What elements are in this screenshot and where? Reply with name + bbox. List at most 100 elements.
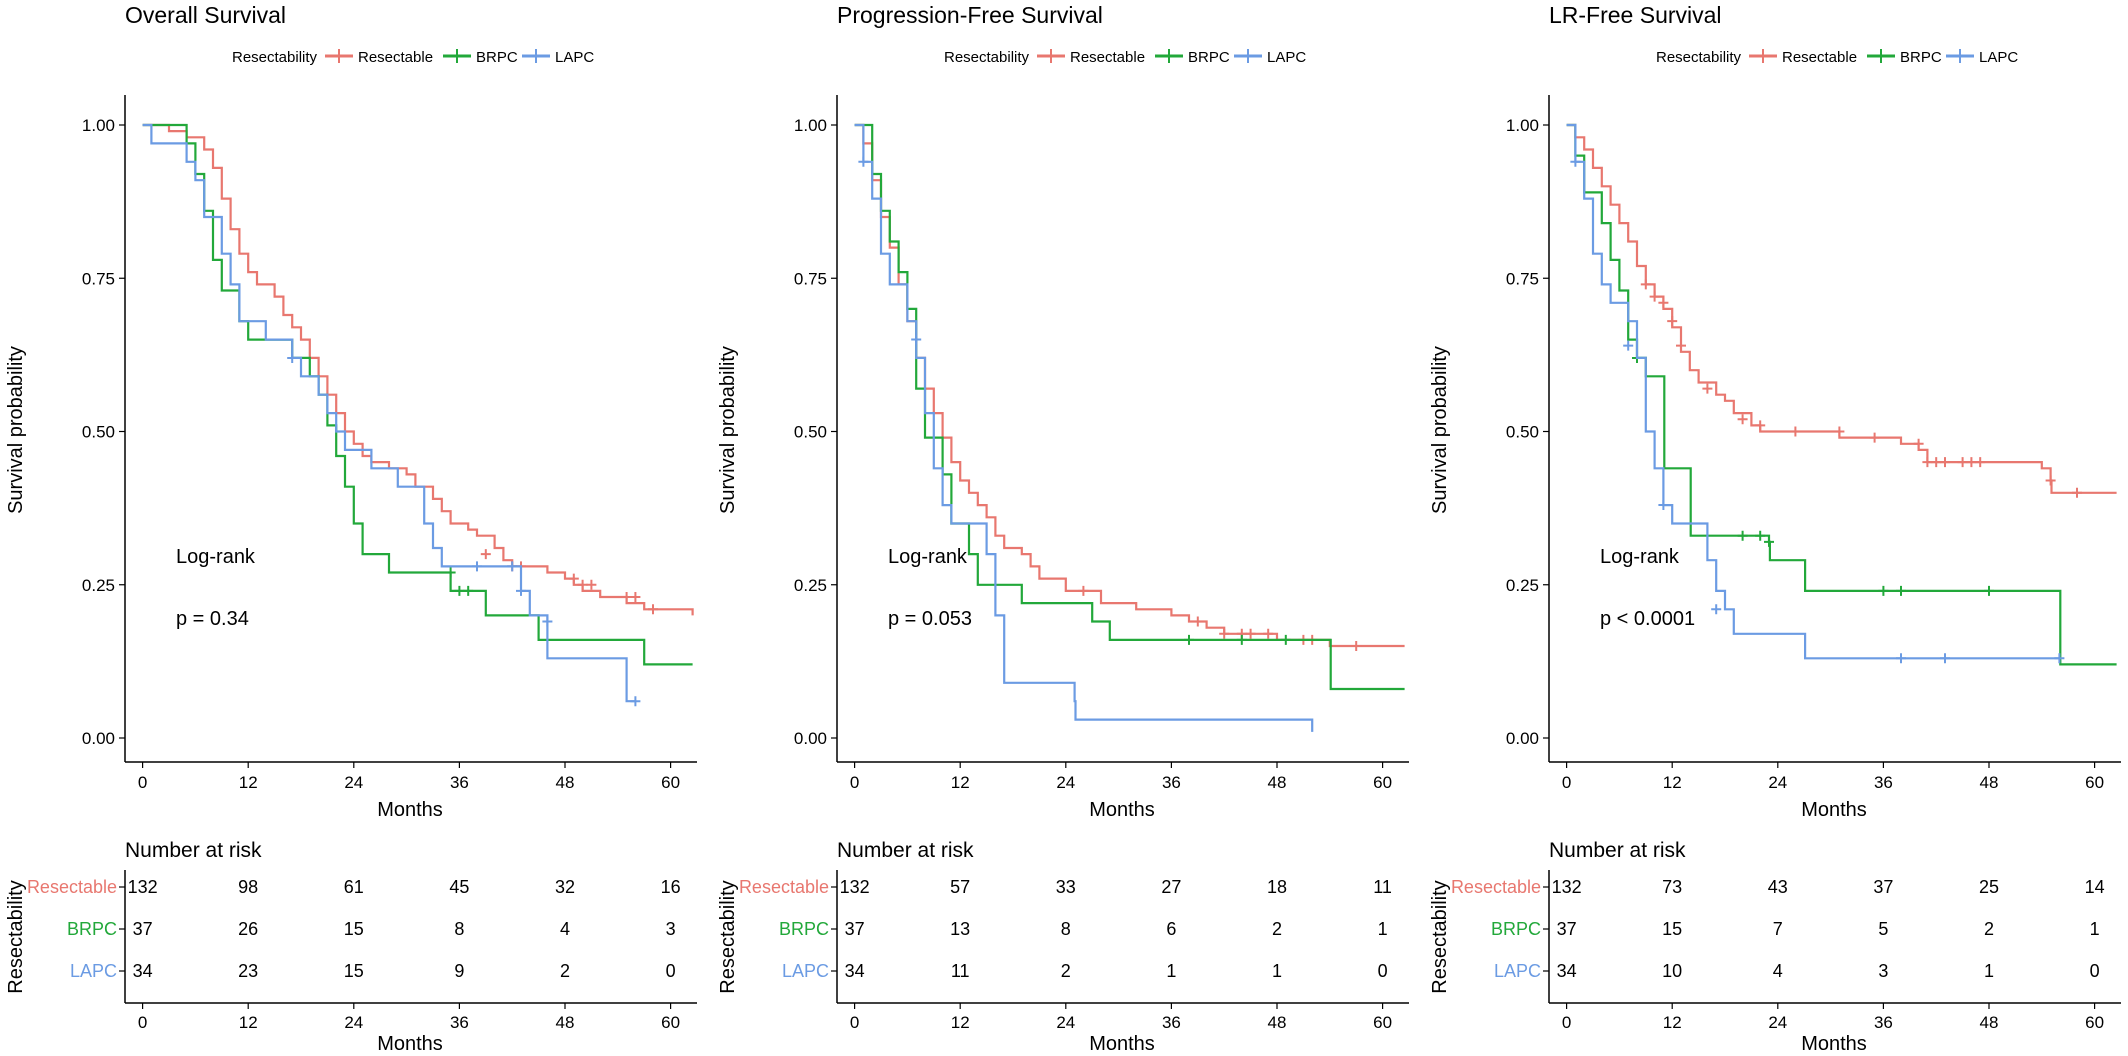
censor-mark-resectable <box>2072 487 2082 498</box>
risk-value: 0 <box>2090 961 2100 981</box>
censor-mark-lapc <box>1711 604 1722 615</box>
censor-mark-resectable <box>1192 616 1203 627</box>
risk-x-tick-label: 60 <box>1373 1013 1392 1032</box>
risk-value: 1 <box>1984 961 1994 981</box>
risk-value: 34 <box>1557 961 1577 981</box>
x-tick-label: 36 <box>450 773 469 792</box>
censor-mark-resectable <box>1922 457 1933 468</box>
censor-mark-brpc <box>1896 585 1906 596</box>
y-tick-label: 0.50 <box>1506 423 1539 442</box>
risk-value: 2 <box>1984 919 1994 939</box>
risk-table-title: Number at risk <box>1549 839 1686 862</box>
risk-value: 43 <box>1768 877 1788 897</box>
legend-label-lapc: LAPC <box>555 49 594 66</box>
risk-x-tick-label: 48 <box>1980 1013 1999 1032</box>
x-tick-label: 36 <box>1874 773 1893 792</box>
censor-mark-resectable <box>1219 628 1230 639</box>
censor-mark-brpc <box>1878 585 1889 596</box>
risk-value: 2 <box>1061 961 1071 981</box>
risk-table-title: Number at risk <box>837 839 974 862</box>
curve-resectable <box>142 123 694 616</box>
risk-value: 98 <box>238 877 258 897</box>
risk-x-tick-label: 36 <box>1874 1013 1893 1032</box>
risk-value: 32 <box>555 877 575 897</box>
censor-mark-brpc <box>1236 634 1247 645</box>
curve-lapc <box>1566 123 2060 660</box>
legend-label-brpc: BRPC <box>1900 49 1942 66</box>
risk-y-label: Resectability <box>717 880 739 993</box>
risk-x-tick-label: 0 <box>850 1013 859 1032</box>
risk-x-tick-label: 48 <box>556 1013 575 1032</box>
risk-value: 13 <box>950 919 970 939</box>
risk-value: 37 <box>1873 877 1893 897</box>
censor-mark-lapc <box>858 156 869 167</box>
x-tick-label: 24 <box>1056 773 1075 792</box>
x-tick-label: 12 <box>1663 773 1682 792</box>
censor-mark-lapc <box>516 585 526 596</box>
risk-value: 2 <box>1272 919 1282 939</box>
risk-x-tick-label: 60 <box>661 1013 680 1032</box>
x-tick-label: 12 <box>239 773 258 792</box>
chart-title: LR-Free Survival <box>1549 2 1722 28</box>
risk-x-tick-label: 24 <box>1056 1013 1075 1032</box>
censor-mark-resectable <box>1869 432 1880 443</box>
risk-value: 25 <box>1979 877 1999 897</box>
y-tick-label: 0.00 <box>82 729 115 748</box>
x-tick-label: 60 <box>661 773 680 792</box>
risk-value: 132 <box>840 877 870 897</box>
legend-label-lapc: LAPC <box>1267 49 1306 66</box>
censor-mark-brpc <box>1984 585 1994 596</box>
legend-label-resectable: Resectable <box>1782 49 1857 66</box>
censor-mark-brpc <box>1280 634 1291 645</box>
risk-value: 61 <box>344 877 364 897</box>
censor-mark-resectable <box>2045 475 2056 486</box>
y-tick-label: 0.75 <box>794 269 827 288</box>
risk-row-label-lapc: LAPC <box>782 961 829 981</box>
censor-mark-resectable <box>1834 426 1845 437</box>
risk-value: 57 <box>950 877 970 897</box>
curve-resectable <box>1566 123 2117 494</box>
legend: Resectability Resectable BRPC LAPC <box>944 49 1306 66</box>
risk-value: 26 <box>238 919 258 939</box>
risk-value: 6 <box>1166 919 1176 939</box>
risk-x-axis-label: Months <box>1089 1033 1155 1055</box>
x-tick-label: 48 <box>1268 773 1287 792</box>
risk-value: 37 <box>1557 919 1577 939</box>
censor-mark-resectable <box>1957 457 1968 468</box>
censor-mark-resectable <box>1640 279 1651 290</box>
legend-label-resectable: Resectable <box>1070 49 1145 66</box>
censor-mark-resectable <box>1975 457 1986 468</box>
censor-mark-resectable <box>1078 585 1089 596</box>
p-value-label: p = 0.053 <box>888 608 972 630</box>
y-tick-label: 0.75 <box>1506 269 1539 288</box>
censor-mark-lapc <box>630 696 641 707</box>
censor-mark-resectable <box>621 592 632 603</box>
logrank-label: Log-rank <box>888 546 968 568</box>
risk-value: 11 <box>951 961 970 981</box>
risk-value: 5 <box>1878 919 1888 939</box>
x-tick-label: 24 <box>344 773 363 792</box>
y-tick-label: 1.00 <box>794 116 827 135</box>
risk-row-label-brpc: BRPC <box>67 919 117 939</box>
censor-mark-brpc <box>1737 530 1748 541</box>
censor-mark-brpc <box>1764 536 1774 547</box>
risk-x-axis-label: Months <box>1801 1033 1867 1055</box>
censor-mark-brpc <box>1184 634 1194 645</box>
censor-mark-resectable <box>1263 628 1274 639</box>
censor-mark-lapc <box>472 561 482 572</box>
y-axis-label: Survival probability <box>5 346 27 514</box>
censor-mark-lapc <box>2054 653 2065 664</box>
x-axis-label: Months <box>1801 799 1867 821</box>
x-tick-label: 24 <box>1768 773 1787 792</box>
risk-value: 11 <box>1373 877 1392 897</box>
legend-title: Resectability <box>232 49 318 66</box>
censor-mark-resectable <box>480 549 491 560</box>
risk-table-title: Number at risk <box>125 839 262 862</box>
risk-x-tick-label: 0 <box>1562 1013 1571 1032</box>
censor-mark-resectable <box>1351 641 1362 652</box>
risk-x-tick-label: 12 <box>1663 1013 1682 1032</box>
